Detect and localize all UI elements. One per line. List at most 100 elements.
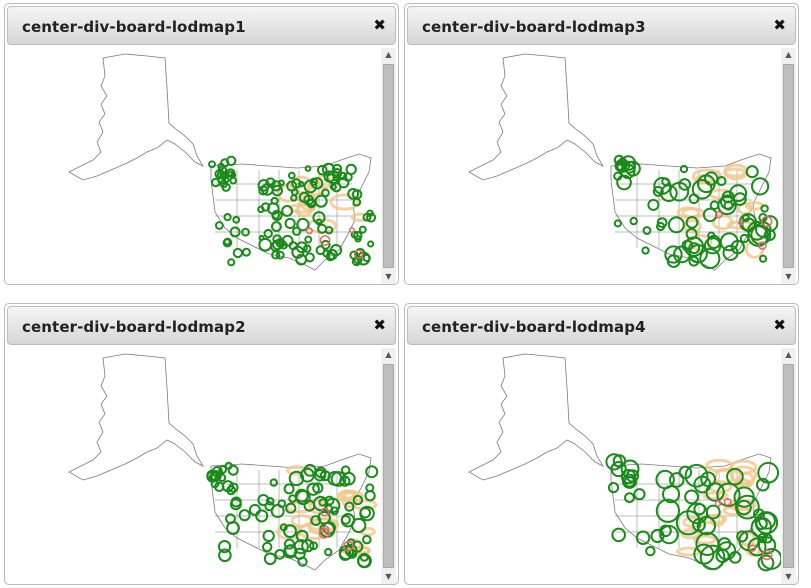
site-marker [316,164,328,176]
scroll-up-arrow-icon[interactable]: ▲ [385,50,392,59]
site-marker [269,478,278,487]
site-marker [736,530,749,543]
site-marker [719,232,739,252]
site-marker [699,247,721,270]
marker-layer [206,461,379,569]
site-marker [321,162,336,177]
us-map-svg [68,53,377,271]
hot-marker [305,227,313,235]
panel-title: center-div-board-lodmap2 [22,318,246,336]
site-marker [635,530,651,545]
site-marker [616,174,632,191]
site-marker [629,216,638,226]
site-marker [297,556,308,567]
panel-header: center-div-board-lodmap4 ✖ [407,306,796,345]
site-marker [324,495,335,506]
close-icon[interactable]: ✖ [773,316,786,334]
panel-lodmap3: center-div-board-lodmap3 ✖ ▲ ▼ [404,3,799,285]
scroll-down-arrow-icon[interactable]: ▼ [385,572,392,581]
site-marker [248,503,261,516]
vertical-scrollbar[interactable]: ▲ ▼ [381,48,396,284]
scroll-up-arrow-icon[interactable]: ▲ [385,350,392,359]
site-marker [223,238,231,246]
site-marker [758,511,776,530]
hot-marker [748,544,757,552]
site-marker [258,234,265,241]
site-marker [717,195,737,216]
site-marker [693,502,706,516]
site-marker [263,228,273,239]
site-marker [332,174,340,182]
scrollbar-thumb[interactable] [783,364,794,568]
map-canvas[interactable] [407,48,781,282]
scroll-down-arrow-icon[interactable]: ▼ [385,272,392,281]
site-marker [285,502,297,514]
site-marker [218,465,228,474]
site-marker [696,174,716,194]
alaska-outline [68,353,205,481]
site-marker [750,224,772,246]
site-marker [272,239,284,251]
site-marker [258,185,269,196]
site-marker [750,177,770,196]
scrollbar-thumb[interactable] [383,364,394,568]
alaska-outline [68,53,205,181]
site-marker [266,202,280,215]
halo-marker [336,489,364,503]
site-marker [309,177,318,186]
hot-marker [723,498,732,506]
site-marker [760,547,781,570]
site-marker [272,234,282,244]
hot-marker [320,507,330,517]
close-icon[interactable]: ✖ [373,16,386,34]
site-marker [700,471,717,488]
close-icon[interactable]: ✖ [373,316,386,334]
site-marker [257,179,271,192]
site-marker [279,241,288,250]
hot-marker [714,210,723,219]
site-marker [652,185,664,197]
site-marker [683,236,705,257]
marker-layer [208,155,377,267]
vertical-scrollbar[interactable]: ▲ ▼ [781,348,796,584]
site-marker [303,463,317,477]
close-icon[interactable]: ✖ [773,16,786,34]
site-marker [214,169,225,179]
scroll-down-arrow-icon[interactable]: ▼ [785,272,792,281]
site-marker [241,227,250,237]
panel-header: center-div-board-lodmap1 ✖ [7,6,396,45]
site-marker [716,482,741,507]
site-marker [695,532,720,556]
site-marker [747,537,767,557]
map-canvas[interactable] [407,348,781,582]
halo-marker [709,513,726,527]
scrollbar-thumb[interactable] [783,64,794,268]
site-marker [758,213,768,223]
site-marker [226,485,237,496]
site-marker [274,548,286,560]
site-marker [330,506,339,516]
scroll-up-arrow-icon[interactable]: ▲ [785,350,792,359]
map-canvas[interactable] [7,348,381,582]
site-marker [241,247,251,257]
us-map-svg [68,353,379,571]
site-marker [693,475,712,494]
site-marker [275,250,285,260]
site-marker [755,477,770,492]
hot-marker [343,540,354,552]
site-marker [669,472,685,488]
site-marker [312,211,326,225]
scroll-down-arrow-icon[interactable]: ▼ [785,572,792,581]
scrollbar-thumb[interactable] [383,64,394,268]
site-marker [685,215,699,229]
vertical-scrollbar[interactable]: ▲ ▼ [781,48,796,284]
site-marker [696,515,717,536]
map-canvas[interactable] [7,48,381,282]
vertical-scrollbar[interactable]: ▲ ▼ [381,348,396,584]
site-marker [678,465,693,480]
site-marker [688,242,701,255]
site-marker [331,182,342,193]
scroll-up-arrow-icon[interactable]: ▲ [785,50,792,59]
site-marker [263,552,277,566]
site-marker [338,544,354,561]
